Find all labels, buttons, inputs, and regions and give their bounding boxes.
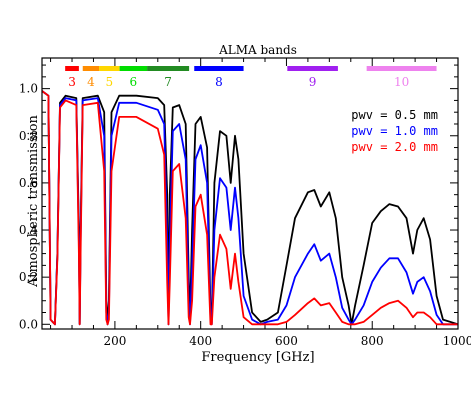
legend-entry: pwv = 2.0 mm xyxy=(351,140,438,154)
band-label: 10 xyxy=(394,75,409,89)
y-tick-label: 0.8 xyxy=(19,129,38,143)
band-label: 6 xyxy=(130,75,138,89)
band-label: 4 xyxy=(87,75,95,89)
x-tick-label: 200 xyxy=(103,334,126,348)
x-tick-label: 800 xyxy=(361,334,384,348)
y-tick-label: 0.6 xyxy=(19,176,38,190)
series-line xyxy=(42,90,458,326)
x-axis-label: Frequency [GHz] xyxy=(201,350,314,365)
band-label: 7 xyxy=(164,75,172,89)
alma-bands: 3 4 5 6 7 8 9 10 xyxy=(65,66,437,89)
y-tick-labels: 0.0 0.2 0.4 0.6 0.8 1.0 xyxy=(19,82,38,332)
y-tick-label: 0.0 xyxy=(19,317,38,331)
x-tick-label: 600 xyxy=(275,334,298,348)
band-bar xyxy=(287,66,338,71)
y-tick-label: 1.0 xyxy=(19,82,38,96)
plot-frame xyxy=(41,57,459,330)
band-label: 3 xyxy=(68,75,76,89)
legend-entry: pwv = 1.0 mm xyxy=(351,124,438,138)
band-bar xyxy=(366,66,437,71)
band-label: 5 xyxy=(106,75,114,89)
band-bar xyxy=(119,66,148,71)
band-bar xyxy=(99,66,120,71)
y-axis-label: Atmospheric transmission xyxy=(26,114,41,287)
bands-title: ALMA bands xyxy=(218,43,297,57)
x-tick-label: 1000 xyxy=(443,334,471,348)
x-tick-label: 400 xyxy=(189,334,212,348)
x-tick-labels: 200 400 600 800 1000 xyxy=(103,334,471,348)
band-bar xyxy=(194,66,244,71)
y-tick-label: 0.4 xyxy=(19,223,38,237)
legend: pwv = 0.5 mm pwv = 1.0 mm pwv = 2.0 mm xyxy=(351,108,438,154)
legend-entry: pwv = 0.5 mm xyxy=(351,108,438,122)
band-bar xyxy=(147,66,190,71)
y-tick-label: 0.2 xyxy=(19,270,38,284)
band-label: 9 xyxy=(309,75,317,89)
band-bar xyxy=(82,66,100,71)
band-bar xyxy=(65,66,79,71)
band-label: 8 xyxy=(215,75,223,89)
series-layer xyxy=(42,90,458,326)
